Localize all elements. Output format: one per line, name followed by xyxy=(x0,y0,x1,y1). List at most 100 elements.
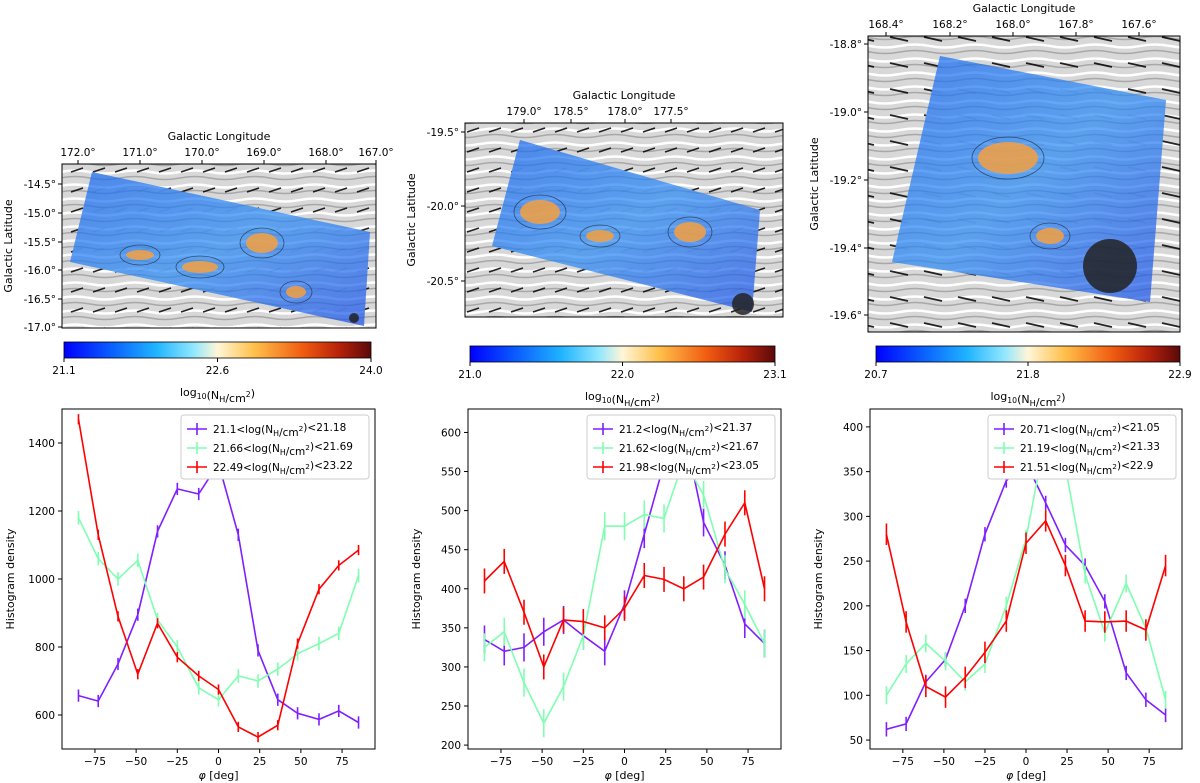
y-tick-label: -19.0° xyxy=(830,107,862,119)
colorbar-label: log10(NH/cm2) xyxy=(585,390,660,409)
map-xlabel: Galactic Longitude xyxy=(573,89,676,102)
y-tick-label: 1200 xyxy=(28,506,55,518)
x-tick-label: 0 xyxy=(1023,756,1030,768)
density-contour xyxy=(279,280,313,304)
map-ylabel: Galactic Latitude xyxy=(2,199,15,293)
x-tick-label: −75 xyxy=(490,756,512,768)
y-tick-label: 100 xyxy=(843,690,863,702)
y-tick-label: 300 xyxy=(441,662,461,674)
legend-label: 21.2<log(NH/cm2)<21.37 xyxy=(619,422,752,439)
x-tick-label: −25 xyxy=(974,756,996,768)
x-tick-label: 0 xyxy=(621,756,628,768)
dense-region xyxy=(586,230,614,242)
x-tick-label: 178.0° xyxy=(607,106,642,118)
y-tick-label: 1000 xyxy=(28,574,55,586)
y-tick-label: 450 xyxy=(441,545,461,557)
legend-label: 21.62<log(NH/cm2)<21.67 xyxy=(619,441,759,458)
histogram-chart-3: −75 −50 −25 0 25 50 75 50 100 150 200 250 300 350 400 φ… xyxy=(812,408,1183,782)
y-tick-label: -19.5° xyxy=(427,127,459,139)
x-tick-label: 167.6° xyxy=(1121,19,1156,31)
dense-region xyxy=(286,286,306,298)
y-tick-label: 250 xyxy=(441,701,461,713)
x-tick-label: 168.0° xyxy=(995,19,1030,31)
y-tick-label: 200 xyxy=(441,740,461,752)
x-tick-label: 25 xyxy=(253,756,266,768)
colorbar-tick-label: 20.7 xyxy=(864,369,887,381)
x-tick-label: −50 xyxy=(125,756,147,768)
x-tick-label: 75 xyxy=(1142,756,1155,768)
map-panel-1: 172.0° 171.0° 170.0° 169.0° 168.0° 167.0° Gala… xyxy=(2,130,394,405)
x-tick-label: −50 xyxy=(933,756,955,768)
colorbar-label: log10(NH/cm2) xyxy=(990,390,1065,409)
x-tick-label: 177.5° xyxy=(653,106,688,118)
legend: 20.71<log(NH/cm2)<21.05 21.19<log(NH/cm2)… xyxy=(987,414,1177,480)
dense-region xyxy=(126,250,154,260)
legend-box xyxy=(180,414,370,480)
colorbar-tick-label: 21.8 xyxy=(1016,369,1039,381)
beam-marker xyxy=(732,293,754,315)
x-tick-label: 167.0° xyxy=(358,147,393,159)
chart-ylabel: Histogram density xyxy=(410,528,423,629)
density-contour xyxy=(667,216,713,248)
map-frame xyxy=(464,122,784,318)
x-tick-label: 50 xyxy=(1101,756,1114,768)
legend-box xyxy=(586,414,776,480)
x-tick-label: −50 xyxy=(531,756,553,768)
dense-region xyxy=(246,233,278,253)
y-tick-label: -19.6° xyxy=(830,310,862,322)
x-tick-label: 25 xyxy=(1060,756,1073,768)
y-tick-label: 400 xyxy=(843,422,863,434)
colorbar xyxy=(63,341,372,359)
y-tick-label: -20.0° xyxy=(427,201,459,213)
density-contour xyxy=(971,136,1045,180)
y-tick-label: -15.0° xyxy=(24,208,56,220)
legend-label: 20.71<log(NH/cm2)<21.05 xyxy=(1020,422,1160,439)
legend: 21.2<log(NH/cm2)<21.37 21.62<log(NH/cm2)<… xyxy=(586,414,776,480)
legend-label: 22.49<log(NH/cm2)<23.22 xyxy=(213,460,353,477)
y-tick-label: 500 xyxy=(441,506,461,518)
histogram-chart-2: −75 −50 −25 0 25 50 75 200 250 300 350 400 450 500 550… xyxy=(410,408,782,782)
x-tick-label: 50 xyxy=(700,756,713,768)
y-tick-label: 300 xyxy=(843,511,863,523)
legend: 21.1<log(NH/cm2)<21.18 21.66<log(NH/cm2)<… xyxy=(180,414,370,480)
chart-ylabel: Histogram density xyxy=(812,528,825,629)
density-contour xyxy=(175,255,225,279)
chart-xlabel: φ [deg] xyxy=(1006,769,1046,782)
density-contour xyxy=(579,224,621,248)
colorbar-tick-label: 22.6 xyxy=(206,365,230,377)
map-xlabel: Galactic Longitude xyxy=(168,130,271,143)
y-tick-label: -19.2° xyxy=(830,175,862,187)
legend-box xyxy=(987,414,1177,480)
x-tick-label: 168.4° xyxy=(868,19,903,31)
y-tick-label: 50 xyxy=(850,735,863,747)
y-tick-label: -19.4° xyxy=(830,243,862,255)
y-tick-label: -20.5° xyxy=(427,276,459,288)
y-tick-label: 600 xyxy=(35,710,55,722)
y-tick-label: 800 xyxy=(35,642,55,654)
y-tick-label: 350 xyxy=(441,623,461,635)
y-tick-label: -17.0° xyxy=(24,322,56,334)
x-tick-label: 0 xyxy=(215,756,222,768)
y-tick-label: 600 xyxy=(441,427,461,439)
density-contour xyxy=(1029,222,1071,250)
dense-region xyxy=(182,261,218,273)
y-tick-label: -14.5° xyxy=(24,179,56,191)
x-tick-label: 172.0° xyxy=(60,147,95,159)
y-tick-label: 250 xyxy=(843,556,863,568)
chart-ylabel: Histogram density xyxy=(4,528,17,629)
map-panel-2: 179.0° 178.5° 178.0° 177.5° Galactic Longitu… xyxy=(405,89,787,409)
x-tick-label: 75 xyxy=(741,756,754,768)
x-tick-label: −25 xyxy=(166,756,188,768)
beam-marker xyxy=(349,313,359,323)
dense-region xyxy=(674,222,706,242)
colorbar xyxy=(875,345,1181,363)
map-streak-overlay xyxy=(492,140,760,312)
legend-label: 21.51<log(NH/cm2)<22.9 xyxy=(1020,460,1153,477)
y-tick-label: -15.5° xyxy=(24,237,56,249)
map-ylabel: Galactic Latitude xyxy=(808,137,821,231)
y-tick-label: 200 xyxy=(843,601,863,613)
legend-label: 21.98<log(NH/cm2)<23.05 xyxy=(619,460,759,477)
y-tick-label: 150 xyxy=(843,646,863,658)
